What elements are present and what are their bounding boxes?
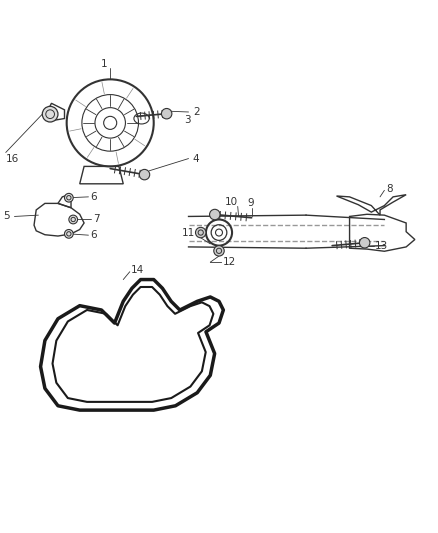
- Circle shape: [162, 109, 172, 119]
- Text: 16: 16: [6, 154, 19, 164]
- Text: 6: 6: [91, 230, 97, 240]
- Text: 10: 10: [225, 197, 238, 207]
- Circle shape: [42, 107, 58, 122]
- Text: 8: 8: [387, 184, 393, 194]
- Text: 12: 12: [223, 257, 236, 267]
- Text: 6: 6: [91, 192, 97, 202]
- Text: 2: 2: [193, 107, 200, 117]
- Circle shape: [195, 228, 206, 238]
- Circle shape: [64, 193, 73, 202]
- Text: 9: 9: [247, 198, 254, 208]
- Text: 5: 5: [4, 212, 10, 221]
- Circle shape: [360, 238, 370, 248]
- Circle shape: [139, 169, 150, 180]
- Text: 11: 11: [182, 228, 195, 238]
- Text: 3: 3: [184, 115, 191, 125]
- Text: 14: 14: [131, 265, 145, 275]
- Circle shape: [69, 215, 78, 224]
- Circle shape: [209, 209, 220, 220]
- Circle shape: [64, 230, 73, 238]
- Circle shape: [214, 246, 224, 256]
- Text: 7: 7: [93, 214, 99, 224]
- Text: 4: 4: [193, 154, 200, 164]
- Text: 13: 13: [375, 240, 388, 251]
- Text: 1: 1: [100, 59, 107, 69]
